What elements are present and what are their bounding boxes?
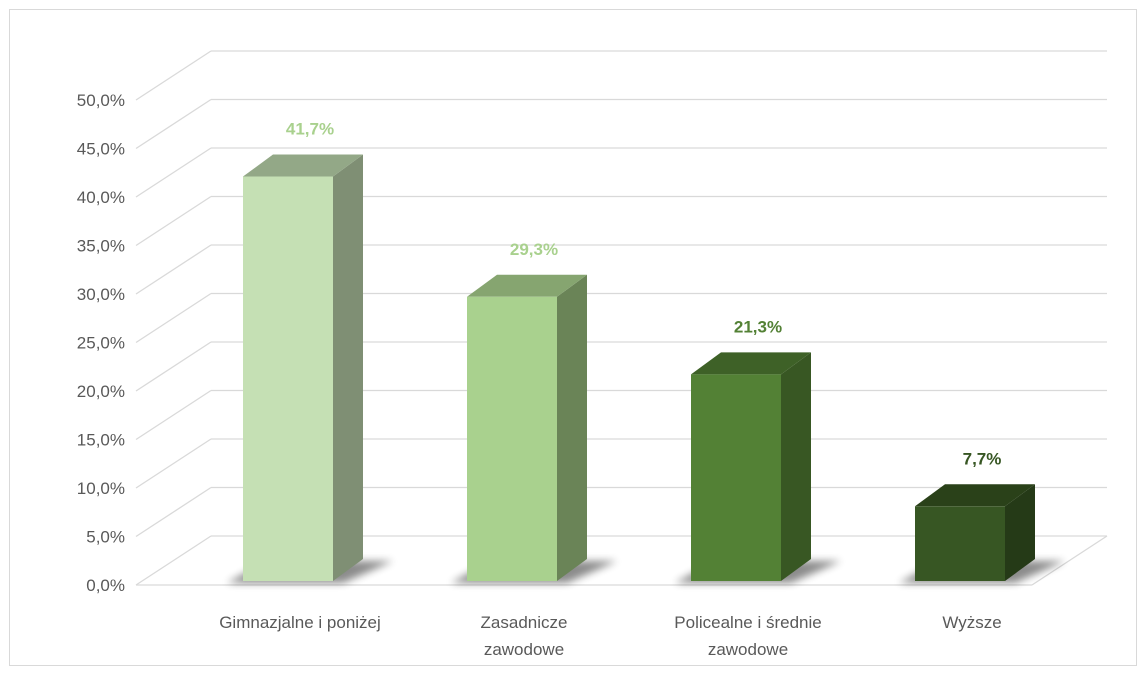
y-tick-label: 35,0% bbox=[77, 237, 125, 256]
y-tick-label: 20,0% bbox=[77, 382, 125, 401]
data-label: 41,7% bbox=[286, 120, 334, 139]
gridline-depth bbox=[135, 195, 212, 247]
bar bbox=[243, 176, 333, 581]
y-tick-label: 50,0% bbox=[77, 91, 125, 110]
x-tick-label: Gimnazjalne i poniżej bbox=[219, 613, 381, 632]
bar-chart: 0,0% 5,0% 10,0% 15,0% 20,0% 25,0% 30,0% 35,0% 40… bbox=[77, 50, 1108, 659]
gridline-depth bbox=[135, 486, 212, 538]
bar-top bbox=[467, 274, 587, 297]
x-tick-label-line: Zasadnicze bbox=[481, 613, 568, 632]
bar bbox=[915, 506, 1005, 581]
gridline-depth bbox=[135, 147, 212, 198]
x-tick-label: Policealne i średnie zawodowe bbox=[674, 613, 821, 659]
gridline-depth bbox=[135, 50, 212, 101]
gridline-depth bbox=[135, 98, 212, 150]
bar bbox=[691, 374, 781, 581]
x-tick-label-line: Gimnazjalne i poniżej bbox=[219, 613, 381, 632]
bars bbox=[227, 154, 1065, 583]
bar-top bbox=[243, 154, 363, 177]
gridline-depth bbox=[135, 244, 212, 295]
x-tick-label-line: Wyższe bbox=[942, 613, 1001, 632]
data-labels: 41,7% 29,3% 21,3% 7,7% bbox=[286, 120, 1001, 469]
bar-top bbox=[691, 352, 811, 375]
data-label: 7,7% bbox=[963, 449, 1002, 468]
gridline-depth bbox=[135, 292, 212, 344]
x-tick-label-line: zawodowe bbox=[484, 640, 564, 659]
bar-side bbox=[1005, 484, 1035, 581]
y-tick-label: 10,0% bbox=[77, 479, 125, 498]
x-tick-label: Zasadnicze zawodowe bbox=[481, 613, 568, 659]
y-tick-label: 25,0% bbox=[77, 334, 125, 353]
x-tick-label-line: Policealne i średnie bbox=[674, 613, 821, 632]
bar-top bbox=[915, 484, 1035, 507]
y-tick-label: 0,0% bbox=[86, 576, 125, 595]
x-tick-label-line: zawodowe bbox=[708, 640, 788, 659]
y-tick-label: 30,0% bbox=[77, 285, 125, 304]
gridline-depth bbox=[135, 389, 212, 441]
y-axis: 0,0% 5,0% 10,0% 15,0% 20,0% 25,0% 30,0% 35,0% 40… bbox=[77, 91, 125, 595]
x-axis: Gimnazjalne i poniżej Zasadnicze zawodoweP… bbox=[219, 613, 1001, 659]
gridline-depth bbox=[135, 438, 212, 489]
bar-side bbox=[557, 274, 587, 581]
floor-right-edge bbox=[1031, 535, 1108, 586]
gridline-depth bbox=[135, 535, 212, 586]
gridline-depth bbox=[135, 341, 212, 392]
y-tick-label: 15,0% bbox=[77, 431, 125, 450]
y-tick-label: 45,0% bbox=[77, 140, 125, 159]
data-label: 21,3% bbox=[734, 317, 782, 336]
x-tick-label: Wyższe bbox=[942, 613, 1001, 632]
bar-side bbox=[333, 154, 363, 581]
data-label: 29,3% bbox=[510, 240, 558, 259]
y-tick-label: 40,0% bbox=[77, 188, 125, 207]
bar bbox=[467, 296, 557, 581]
bar-side bbox=[781, 352, 811, 581]
chart-container: 0,0% 5,0% 10,0% 15,0% 20,0% 25,0% 30,0% 35,0% 40… bbox=[9, 9, 1137, 666]
y-tick-label: 5,0% bbox=[86, 528, 125, 547]
